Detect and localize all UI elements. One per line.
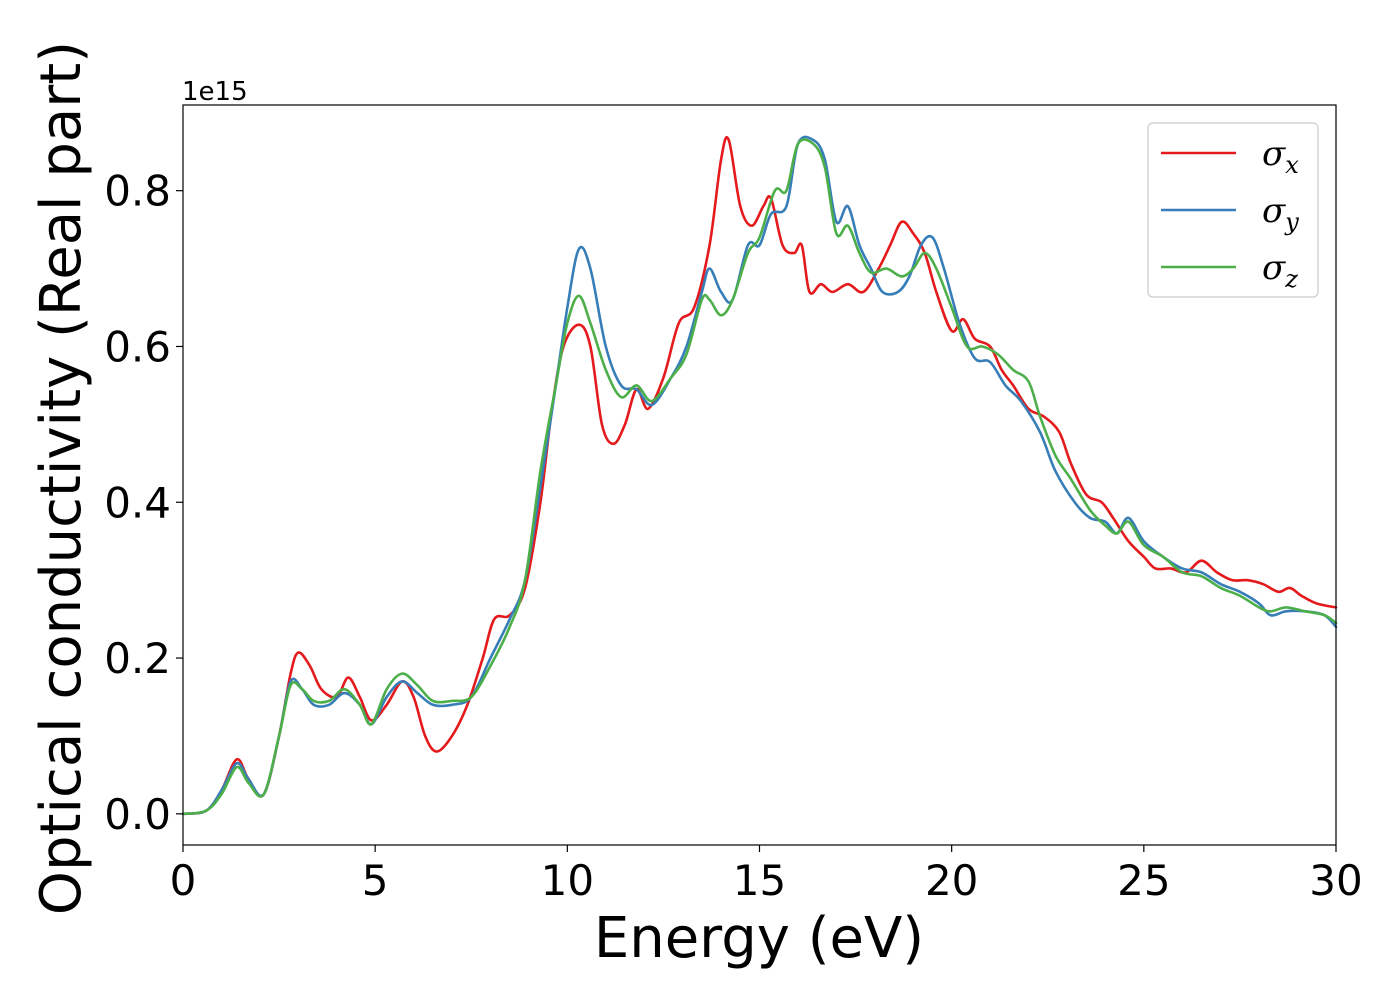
y-axis-label: Optical conductivity (Real part): [29, 41, 94, 915]
x-tick-label: 20: [925, 856, 978, 905]
x-axis-label: Energy (eV): [594, 906, 924, 971]
x-tick-label: 30: [1309, 856, 1362, 905]
y-tick-label: 0.6: [104, 322, 171, 371]
axes-layer: 0 5 10 15 20 25 30 0.0 0.2 0.4 0.6 0.8: [104, 104, 1363, 905]
legend-entry-y: σy: [1262, 191, 1299, 236]
y-tick-label: 0.4: [104, 478, 171, 527]
legend: σx σy σz: [1147, 122, 1319, 298]
x-tick-label: 15: [733, 856, 786, 905]
series-layer: [181, 135, 1338, 816]
y-tick-label: 0.0: [104, 790, 171, 839]
series-line-z: [181, 138, 1338, 816]
legend-entry-z: σz: [1262, 248, 1298, 293]
legend-entry-x: σx: [1262, 134, 1299, 179]
x-tick-label: 5: [362, 856, 389, 905]
y-tick-label: 0.8: [104, 167, 171, 216]
x-tick-label: 0: [170, 856, 197, 905]
y-axis-offset-label: 1e15: [182, 77, 248, 107]
y-tick-label: 0.2: [104, 634, 171, 683]
x-tick-label: 25: [1117, 856, 1170, 905]
x-tick-label: 10: [541, 856, 594, 905]
series-line-x: [181, 136, 1338, 816]
